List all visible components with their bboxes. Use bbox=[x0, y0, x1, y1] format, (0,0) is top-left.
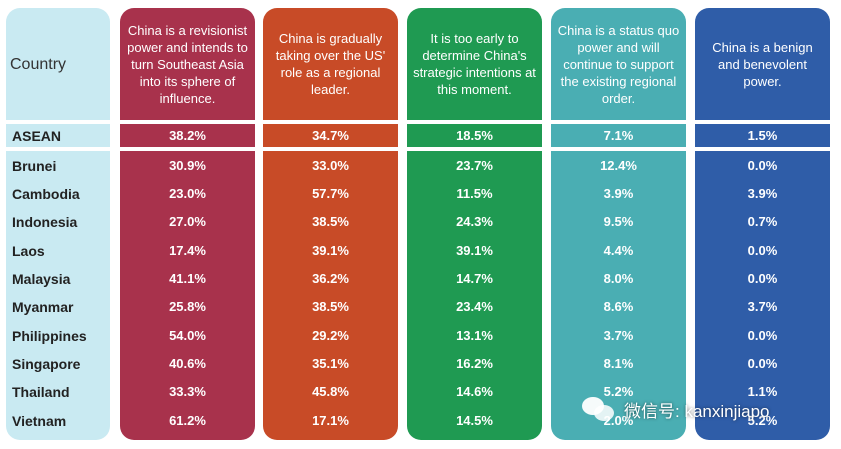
data-label-thailand-2: 45.8% bbox=[312, 384, 349, 399]
row-label-asean: ASEAN bbox=[12, 128, 62, 144]
data-label-philippines-1: 54.0% bbox=[169, 328, 206, 343]
row-label-thailand: Thailand bbox=[12, 384, 70, 400]
data-label-laos-5: 0.0% bbox=[747, 243, 778, 258]
row-label-vietnam: Vietnam bbox=[12, 413, 67, 429]
data-label-vietnam-1: 61.2% bbox=[169, 413, 206, 428]
column-1-background bbox=[120, 8, 255, 440]
country-header: Country bbox=[10, 55, 67, 73]
row-label-brunei: Brunei bbox=[12, 158, 57, 174]
data-label-malaysia-5: 0.0% bbox=[747, 271, 778, 286]
column-2-background bbox=[263, 8, 398, 440]
watermark-text: 微信号: kanxinjiapo bbox=[624, 401, 770, 421]
column-header-5: China is a benign and benevolent power. bbox=[712, 39, 813, 89]
data-label-myanmar-3: 23.4% bbox=[456, 299, 493, 314]
row-label-cambodia: Cambodia bbox=[12, 186, 80, 202]
data-label-malaysia-3: 14.7% bbox=[456, 271, 493, 286]
data-label-brunei-5: 0.0% bbox=[747, 158, 778, 173]
asean-separator bbox=[0, 147, 841, 151]
data-label-indonesia-1: 27.0% bbox=[169, 214, 206, 229]
column-header-2: China is gradually taking over the US' r… bbox=[275, 31, 386, 97]
data-label-laos-3: 39.1% bbox=[456, 243, 493, 258]
data-label-cambodia-1: 23.0% bbox=[169, 186, 206, 201]
row-label-singapore: Singapore bbox=[12, 356, 81, 372]
data-label-laos-1: 17.4% bbox=[169, 243, 206, 258]
data-label-philippines-5: 0.0% bbox=[747, 328, 778, 343]
data-label-indonesia-3: 24.3% bbox=[456, 214, 493, 229]
data-label-thailand-3: 14.6% bbox=[456, 384, 493, 399]
column-header-4: China is a status quo power and will con… bbox=[557, 22, 680, 106]
data-label-brunei-4: 12.4% bbox=[600, 158, 637, 173]
data-label-philippines-3: 13.1% bbox=[456, 328, 493, 343]
data-label-indonesia-2: 38.5% bbox=[312, 214, 349, 229]
data-label-brunei-3: 23.7% bbox=[456, 158, 493, 173]
data-label-vietnam-5: 5.2% bbox=[747, 413, 778, 428]
row-label-malaysia: Malaysia bbox=[12, 271, 71, 287]
data-label-philippines-2: 29.2% bbox=[312, 328, 349, 343]
data-label-brunei-2: 33.0% bbox=[312, 158, 349, 173]
data-label-asean-2: 34.7% bbox=[312, 128, 349, 143]
data-label-asean-5: 1.5% bbox=[747, 128, 778, 143]
data-label-vietnam-2: 17.1% bbox=[312, 413, 349, 428]
column-header-3: It is too early to determine China's str… bbox=[413, 31, 536, 97]
data-label-myanmar-1: 25.8% bbox=[169, 299, 206, 314]
data-label-indonesia-5: 0.7% bbox=[747, 214, 778, 229]
row-label-laos: Laos bbox=[12, 243, 45, 259]
data-label-malaysia-1: 41.1% bbox=[169, 271, 206, 286]
watermark: 微信号: kanxinjiapo bbox=[582, 392, 822, 426]
data-label-laos-2: 39.1% bbox=[312, 243, 349, 258]
wechat-icon bbox=[582, 395, 616, 423]
data-label-singapore-3: 16.2% bbox=[456, 356, 493, 371]
data-label-vietnam-3: 14.5% bbox=[456, 413, 493, 428]
column-3-background bbox=[407, 8, 542, 440]
data-label-thailand-5: 1.1% bbox=[747, 384, 778, 399]
data-label-indonesia-4: 9.5% bbox=[603, 214, 634, 229]
data-label-cambodia-3: 11.5% bbox=[456, 186, 493, 201]
data-label-brunei-1: 30.9% bbox=[169, 158, 206, 173]
country-column bbox=[6, 8, 110, 440]
column-5-background bbox=[695, 8, 830, 440]
data-label-malaysia-4: 8.0% bbox=[603, 271, 634, 286]
column-4-background bbox=[551, 8, 686, 440]
data-label-laos-4: 4.4% bbox=[603, 243, 634, 258]
data-label-singapore-5: 0.0% bbox=[747, 356, 778, 371]
data-label-myanmar-2: 38.5% bbox=[312, 299, 349, 314]
data-label-singapore-1: 40.6% bbox=[169, 356, 206, 371]
row-label-myanmar: Myanmar bbox=[12, 299, 74, 315]
data-label-cambodia-5: 3.9% bbox=[747, 186, 778, 201]
data-label-asean-1: 38.2% bbox=[169, 128, 206, 143]
data-label-myanmar-5: 3.7% bbox=[747, 299, 778, 314]
data-label-cambodia-2: 57.7% bbox=[312, 186, 349, 201]
header-separator bbox=[0, 120, 841, 124]
data-label-singapore-4: 8.1% bbox=[603, 356, 634, 371]
data-label-thailand-1: 33.3% bbox=[169, 384, 206, 399]
data-label-asean-4: 7.1% bbox=[603, 128, 634, 143]
data-label-cambodia-4: 3.9% bbox=[603, 186, 634, 201]
data-label-thailand-4: 5.2% bbox=[603, 384, 634, 399]
column-header-1: China is a revisionist power and intends… bbox=[127, 22, 248, 106]
data-label-singapore-2: 35.1% bbox=[312, 356, 349, 371]
data-label-myanmar-4: 8.6% bbox=[603, 299, 634, 314]
row-label-philippines: Philippines bbox=[12, 328, 87, 344]
data-label-philippines-4: 3.7% bbox=[603, 328, 634, 343]
data-label-asean-3: 18.5% bbox=[456, 128, 493, 143]
data-label-malaysia-2: 36.2% bbox=[312, 271, 349, 286]
row-label-indonesia: Indonesia bbox=[12, 214, 78, 230]
